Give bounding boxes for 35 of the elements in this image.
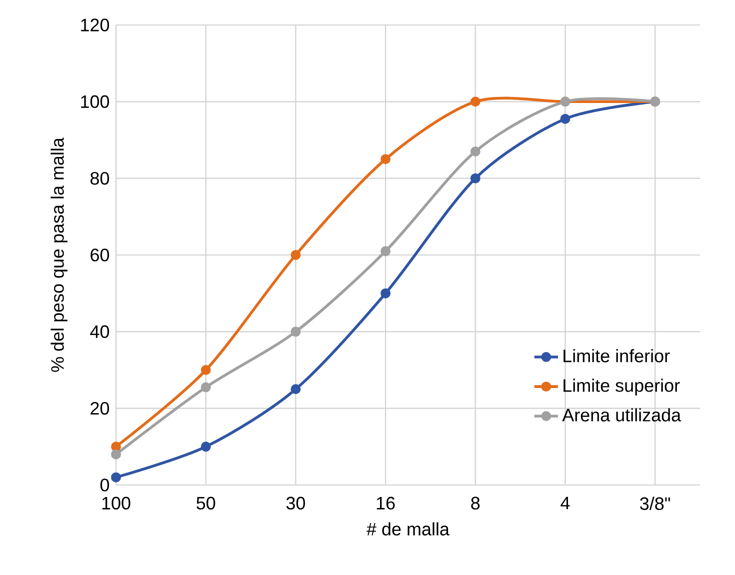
x-tick-label: 4: [560, 496, 570, 510]
legend-label: Arena utilizada: [562, 408, 682, 422]
x-tick-label: 100: [102, 496, 130, 510]
point: [290, 250, 301, 260]
y-tick-label: 100: [81, 95, 110, 108]
y-tick-label: 60: [90, 248, 110, 262]
point: [200, 382, 211, 392]
y-tick-label: 120: [81, 18, 110, 32]
point: [111, 442, 121, 452]
y-tick-label: 20: [90, 402, 110, 415]
y-tick-label: 80: [90, 172, 110, 185]
point: [470, 146, 480, 156]
point: [111, 472, 121, 482]
point: [290, 326, 301, 337]
point: [200, 365, 211, 375]
point: [380, 246, 391, 256]
point: [470, 173, 480, 184]
y-tick-label: 0: [100, 478, 110, 492]
point: [380, 154, 391, 164]
x-tick-label: 8: [471, 496, 480, 510]
point: [470, 96, 480, 107]
x-tick-label: 16: [376, 496, 395, 510]
point: [111, 449, 121, 460]
point: [380, 288, 391, 298]
x-tick-label: 3/8": [640, 496, 670, 510]
x-tick-label: 50: [196, 496, 216, 510]
point: [200, 442, 211, 452]
point: [290, 384, 301, 394]
y-tick-label: 40: [90, 325, 110, 338]
point: [560, 114, 570, 124]
x-axis-title: # de malla: [366, 522, 450, 536]
y-axis-title: % del peso que pasa la malla: [50, 138, 68, 372]
x-tick-label: 30: [286, 496, 305, 510]
legend-label: Limite superior: [564, 378, 680, 396]
legend-label: Limite inferior: [564, 349, 670, 362]
